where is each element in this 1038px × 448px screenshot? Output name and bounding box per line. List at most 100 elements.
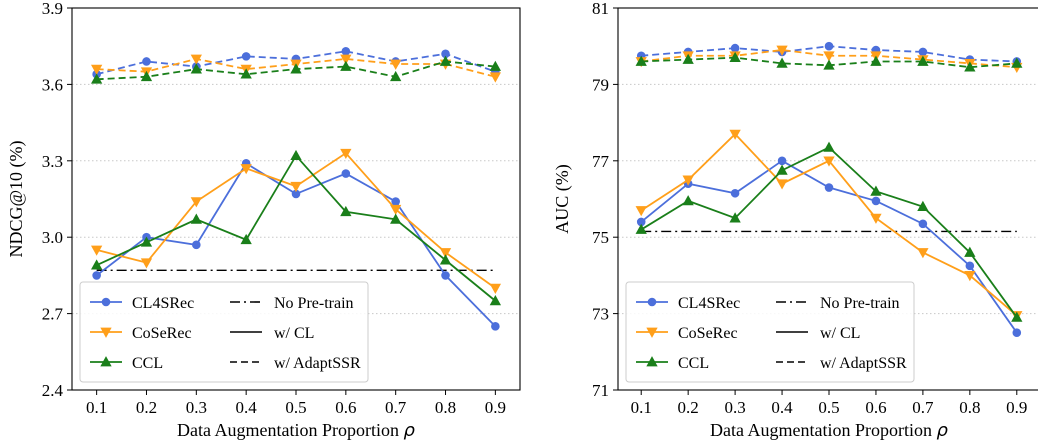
x-tick-label: 0.4 — [771, 398, 793, 417]
data-point-ccl — [340, 60, 352, 71]
y-tick-label: 3.9 — [42, 0, 63, 18]
data-point-ccl — [917, 200, 929, 211]
x-tick-label: 0.4 — [236, 398, 258, 417]
legend-style-label: No Pre-train — [274, 295, 354, 312]
data-point-cl4srec — [192, 240, 201, 250]
data-point-ccl — [390, 70, 402, 82]
data-point-ccl — [190, 63, 202, 74]
y-tick-label: 2.7 — [42, 305, 64, 324]
data-point-coserec — [140, 258, 153, 269]
legend-style-label: w/ AdaptSSR — [274, 355, 361, 372]
data-point-ccl — [917, 55, 929, 66]
data-point-coserec — [917, 248, 929, 259]
data-point-coserec — [240, 164, 252, 175]
data-point-cl4srec — [142, 57, 151, 66]
data-point-ccl — [290, 63, 302, 74]
data-point-coserec — [635, 206, 647, 217]
x-tick-label: 0.5 — [285, 398, 306, 417]
data-point-cl4srec — [777, 156, 787, 166]
data-point-ccl — [635, 223, 647, 234]
data-point-coserec — [90, 64, 103, 75]
x-tick-label: 0.8 — [959, 398, 980, 417]
legend-style-label: No Pre-train — [820, 295, 900, 312]
data-point-coserec — [823, 51, 835, 62]
data-point-coserec — [823, 156, 835, 167]
x-tick-label: 0.3 — [724, 398, 745, 417]
data-point-ccl — [439, 55, 452, 66]
data-point-ccl — [964, 61, 976, 72]
x-axis-label: Data Augmentation Proportion ρ — [710, 420, 948, 441]
legend-marker-ccl — [100, 356, 112, 367]
data-point-cl4srec — [730, 188, 740, 198]
data-point-ccl — [964, 246, 976, 257]
y-axis-label: NDCG@10 (%) — [6, 140, 27, 257]
y-tick-label: 2.4 — [42, 381, 64, 400]
data-point-ccl — [240, 68, 252, 79]
legend-style-label: w/ CL — [274, 325, 314, 342]
legend-label-cl4srec: CL4SRec — [678, 295, 740, 312]
y-tick-label: 75 — [592, 228, 609, 247]
y-tick-label: 77 — [592, 152, 610, 171]
data-point-coserec — [776, 45, 788, 56]
legend-style-label: w/ AdaptSSR — [820, 355, 907, 372]
data-point-ccl — [489, 60, 502, 71]
data-point-ccl — [90, 259, 103, 270]
x-tick-label: 0.7 — [912, 398, 934, 417]
data-point-cl4srec — [1012, 328, 1022, 338]
data-point-cl4srec — [918, 219, 928, 229]
plot-frame — [617, 7, 1038, 391]
legend: CL4SRec CoSeRec CCL No Pre-train w/ CL w/ Ada… — [625, 281, 915, 383]
data-point-ccl — [682, 195, 694, 206]
y-tick-label: 3.6 — [42, 75, 63, 94]
data-point-coserec — [190, 54, 202, 65]
data-point-ccl — [439, 254, 452, 265]
data-point-ccl — [776, 57, 788, 68]
data-point-cl4srec — [824, 41, 834, 51]
plot-frame — [71, 7, 521, 391]
data-point-coserec — [340, 54, 352, 65]
data-point-coserec — [340, 148, 352, 159]
y-tick-label: 3.0 — [42, 228, 63, 247]
data-point-coserec — [190, 197, 202, 208]
legend-box — [625, 281, 915, 383]
ndcg-chart: 2.4 2.7 3.0 3.3 3.6 3.9 0.1 0.2 0.3 0.4 0.5 0.6 0.7 0… — [6, 0, 521, 441]
x-tick-label: 0.5 — [818, 398, 839, 417]
data-point-coserec — [776, 179, 788, 190]
data-point-ccl — [1011, 311, 1023, 322]
data-point-ccl — [240, 233, 252, 245]
x-tick-label: 0.3 — [186, 398, 207, 417]
data-point-ccl — [635, 55, 647, 66]
data-point-ccl — [1011, 57, 1023, 68]
data-point-cl4srec — [965, 261, 975, 271]
auc-chart: 71 73 75 77 79 81 0.1 0.2 0.3 0.4 0.5 0.6 0.7 0.8 0.9 D… — [552, 0, 1038, 441]
x-tick-label: 0.1 — [631, 398, 652, 417]
data-point-ccl — [140, 236, 153, 247]
y-tick-label: 79 — [592, 75, 609, 94]
data-point-coserec — [964, 271, 976, 282]
legend-style-label: w/ CL — [820, 325, 860, 342]
y-tick-label: 71 — [592, 381, 609, 400]
data-point-ccl — [823, 141, 835, 152]
series-line-ccl-solid — [96, 154, 496, 302]
data-point-ccl — [290, 149, 302, 161]
data-point-cl4srec — [441, 271, 450, 280]
y-tick-label: 3.3 — [42, 152, 63, 171]
data-point-cl4srec — [341, 46, 351, 56]
data-point-ccl — [870, 55, 882, 66]
x-tick-label: 0.6 — [335, 398, 356, 417]
legend-label-coserec: CoSeRec — [678, 325, 738, 342]
data-point-coserec — [489, 72, 502, 83]
legend-label-cl4srec: CL4SRec — [132, 295, 194, 312]
legend-marker-coserec — [100, 327, 112, 338]
data-point-coserec — [489, 283, 502, 294]
x-tick-label: 0.2 — [136, 398, 157, 417]
data-point-cl4srec — [341, 169, 351, 178]
legend-label-ccl: CCL — [132, 355, 163, 372]
data-point-ccl — [340, 205, 352, 217]
data-point-cl4srec — [491, 322, 500, 331]
legend-box — [79, 281, 369, 383]
data-point-ccl — [823, 59, 835, 70]
x-tick-label: 0.9 — [485, 398, 506, 417]
data-point-cl4srec — [391, 197, 400, 206]
